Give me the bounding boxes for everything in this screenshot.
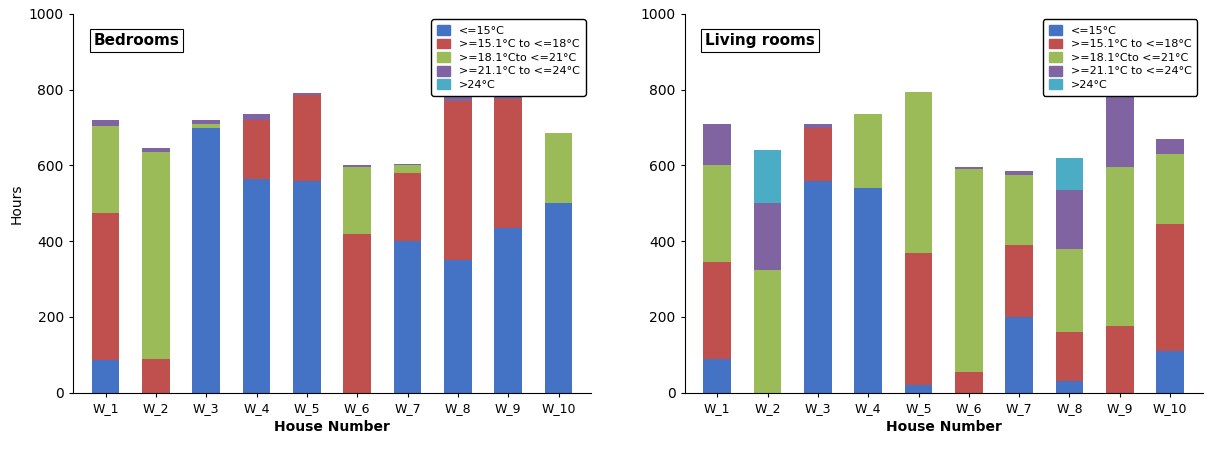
Bar (753, 150, 781, 203)
Bar (1157, 139, 1183, 154)
Bar (344, 234, 371, 393)
Bar (703, 124, 731, 165)
Bar (394, 241, 422, 393)
Text: Living rooms: Living rooms (705, 33, 815, 48)
Bar (243, 179, 271, 393)
Bar (1106, 326, 1134, 393)
Bar (544, 133, 572, 203)
Bar (443, 97, 471, 101)
X-axis label: House Number: House Number (275, 420, 390, 434)
Bar (92, 360, 119, 393)
Bar (955, 372, 983, 393)
Bar (142, 152, 170, 359)
Legend: <=15°C, >=15.1°C to <=18°C, >=18.1°Cto <=21°C, >=21.1°C to <=24°C, >24°C: <=15°C, >=15.1°C to <=18°C, >=18.1°Cto <… (1044, 19, 1197, 96)
Bar (1056, 332, 1084, 381)
Bar (1056, 249, 1084, 332)
Bar (1157, 154, 1183, 224)
Bar (753, 203, 781, 270)
Bar (495, 99, 522, 228)
Bar (344, 165, 371, 167)
Bar (443, 260, 471, 393)
Bar (1056, 158, 1084, 190)
Bar (905, 385, 932, 393)
Bar (1005, 171, 1033, 175)
Bar (1056, 190, 1084, 249)
Bar (92, 126, 119, 213)
Bar (192, 120, 220, 124)
Bar (344, 167, 371, 234)
Bar (243, 114, 271, 120)
Bar (293, 181, 321, 393)
Bar (192, 124, 220, 128)
Bar (1157, 351, 1183, 393)
Bar (293, 95, 321, 181)
Bar (142, 359, 170, 393)
Bar (142, 148, 170, 152)
Bar (495, 95, 522, 99)
Bar (753, 270, 781, 393)
Bar (804, 128, 832, 181)
Bar (394, 173, 422, 241)
Bar (293, 93, 321, 95)
Bar (955, 169, 983, 372)
Bar (394, 165, 422, 173)
Bar (905, 253, 932, 385)
Bar (804, 124, 832, 128)
Legend: <=15°C, >=15.1°C to <=18°C, >=18.1°Cto <=21°C, >=21.1°C to <=24°C, >24°C: <=15°C, >=15.1°C to <=18°C, >=18.1°Cto <… (431, 19, 586, 96)
Bar (92, 213, 119, 360)
Bar (804, 181, 832, 393)
Bar (1005, 317, 1033, 393)
Bar (192, 128, 220, 393)
Bar (544, 203, 572, 393)
Bar (703, 165, 731, 262)
Bar (92, 120, 119, 126)
Bar (443, 101, 471, 260)
Bar (905, 91, 932, 253)
Bar (1056, 381, 1084, 393)
Bar (703, 262, 731, 359)
Bar (1157, 224, 1183, 351)
Bar (495, 228, 522, 393)
Bar (955, 167, 983, 169)
X-axis label: House Number: House Number (886, 420, 1001, 434)
Y-axis label: Hours: Hours (10, 183, 23, 224)
Bar (394, 164, 422, 165)
Bar (1005, 245, 1033, 317)
Bar (1106, 167, 1134, 326)
Text: Bedrooms: Bedrooms (94, 33, 180, 48)
Bar (1005, 175, 1033, 245)
Bar (854, 188, 882, 393)
Bar (854, 114, 882, 188)
Bar (703, 359, 731, 393)
Bar (243, 120, 271, 179)
Bar (1106, 91, 1134, 167)
